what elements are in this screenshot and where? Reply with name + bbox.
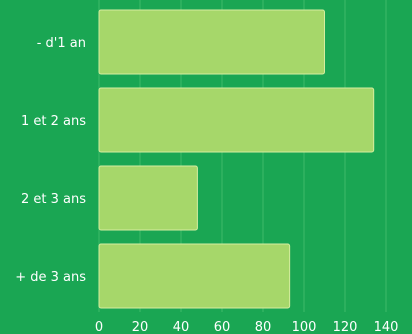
x-tick-label: 140 bbox=[374, 320, 399, 334]
category-label: + de 3 ans bbox=[15, 270, 86, 285]
x-tick-label: 100 bbox=[292, 320, 317, 334]
x-tick-label: 40 bbox=[173, 320, 190, 334]
x-tick-label: 0 bbox=[95, 320, 103, 334]
bar bbox=[99, 88, 374, 152]
category-label: 2 et 3 ans bbox=[21, 192, 86, 207]
bar bbox=[99, 166, 197, 230]
x-axis-ticks: 0 20 40 60 80 100 120 140 bbox=[95, 320, 399, 334]
x-tick-label: 120 bbox=[333, 320, 358, 334]
bar bbox=[99, 10, 325, 74]
category-label: - d'1 an bbox=[37, 36, 86, 51]
bar bbox=[99, 244, 290, 308]
category-labels: - d'1 an 1 et 2 ans 2 et 3 ans + de 3 ans bbox=[15, 36, 86, 285]
x-tick-label: 80 bbox=[255, 320, 272, 334]
x-tick-label: 60 bbox=[214, 320, 231, 334]
category-label: 1 et 2 ans bbox=[21, 114, 86, 129]
x-tick-label: 20 bbox=[132, 320, 149, 334]
